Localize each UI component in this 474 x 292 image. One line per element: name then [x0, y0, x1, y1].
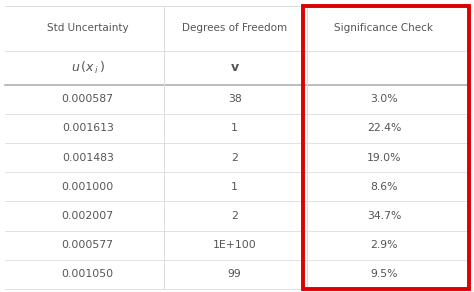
Text: 0.001000: 0.001000	[62, 182, 114, 192]
Text: 0.001050: 0.001050	[62, 270, 114, 279]
Text: 0.000577: 0.000577	[62, 240, 114, 250]
Text: 0.001483: 0.001483	[62, 153, 114, 163]
Text: 19.0%: 19.0%	[367, 153, 401, 163]
Text: $\mathit{u}\,(\mathit{x}_{\,i}\,)$: $\mathit{u}\,(\mathit{x}_{\,i}\,)$	[71, 60, 105, 76]
Text: $\mathbf{v}$: $\mathbf{v}$	[229, 61, 240, 74]
Text: 99: 99	[228, 270, 242, 279]
Text: 9.5%: 9.5%	[370, 270, 398, 279]
Text: 3.0%: 3.0%	[370, 94, 398, 104]
Text: 8.6%: 8.6%	[370, 182, 398, 192]
Text: 22.4%: 22.4%	[367, 124, 401, 133]
Bar	[303, 6, 469, 289]
Text: 2: 2	[231, 153, 238, 163]
Text: 1: 1	[231, 124, 238, 133]
Text: 2.9%: 2.9%	[370, 240, 398, 250]
Text: 38: 38	[228, 94, 242, 104]
Text: 0.000587: 0.000587	[62, 94, 114, 104]
Text: Degrees of Freedom: Degrees of Freedom	[182, 23, 287, 34]
Text: 34.7%: 34.7%	[367, 211, 401, 221]
Text: 2: 2	[231, 211, 238, 221]
Text: 0.001613: 0.001613	[62, 124, 114, 133]
Text: 0.002007: 0.002007	[62, 211, 114, 221]
Text: Significance Check: Significance Check	[335, 23, 433, 34]
Text: 1E+100: 1E+100	[213, 240, 256, 250]
Text: 1: 1	[231, 182, 238, 192]
Text: Std Uncertainty: Std Uncertainty	[47, 23, 128, 34]
